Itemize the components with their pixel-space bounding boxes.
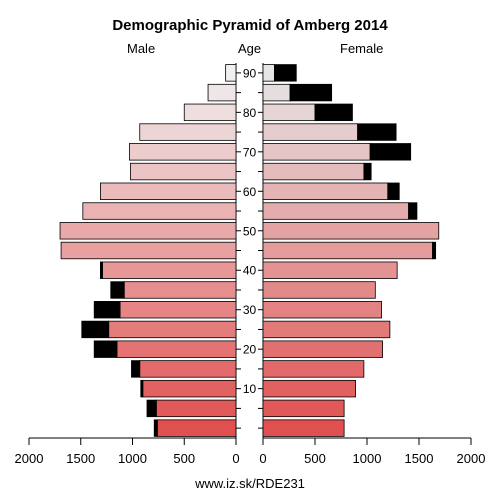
male-bar: [128, 143, 237, 161]
male-bar: [60, 241, 237, 260]
male-surplus-bar: [110, 281, 125, 299]
male-bar: [130, 162, 237, 181]
female-surplus-bar: [363, 162, 372, 181]
age-tick-label: 30: [243, 303, 257, 317]
female-surplus-bar: [408, 202, 418, 220]
female-surplus-bar: [314, 103, 353, 122]
female-bar: [262, 360, 365, 378]
male-bar: [119, 301, 237, 319]
male-x-tick-label: 2000: [15, 451, 44, 466]
female-surplus-bar: [274, 64, 297, 82]
female-bar: [262, 340, 383, 358]
female-bar: [262, 281, 376, 299]
male-surplus-bar: [81, 320, 110, 339]
male-surplus-bar: [131, 360, 141, 378]
male-surplus-bar: [140, 379, 144, 398]
female-bar: [262, 379, 356, 398]
female-surplus-bar: [387, 182, 400, 200]
female-surplus-bar: [432, 241, 437, 260]
age-tick-label: 50: [243, 224, 257, 238]
male-x-tick-label: 1500: [66, 451, 95, 466]
age-tick-label: 60: [243, 185, 257, 199]
female-bar: [262, 143, 371, 161]
age-tick-label: 10: [243, 382, 257, 396]
female-x-tick-label: 0: [259, 451, 266, 466]
male-x-tick-label: 500: [173, 451, 195, 466]
age-tick-label: 70: [243, 145, 257, 159]
male-bar: [100, 182, 237, 200]
female-x-tick-label: 2000: [457, 451, 486, 466]
male-bar: [82, 202, 237, 220]
male-bar: [207, 83, 237, 102]
source-footer: www.iz.sk/RDE231: [195, 476, 305, 491]
female-bar: [262, 123, 359, 141]
male-bar: [102, 261, 237, 279]
female-bar: [262, 83, 291, 102]
female-bar: [262, 241, 433, 260]
female-bar: [262, 419, 345, 437]
male-bar: [142, 379, 237, 398]
female-x-tick-label: 1000: [353, 451, 382, 466]
female-bar: [262, 202, 410, 220]
female-x-tick-label: 1500: [405, 451, 434, 466]
male-bar: [108, 320, 237, 339]
female-bar: [262, 261, 398, 279]
female-surplus-bar: [369, 143, 412, 161]
female-bar: [262, 64, 275, 82]
female-surplus-bar: [357, 123, 397, 141]
female-bar: [262, 320, 391, 339]
age-tick-label: 40: [243, 264, 257, 278]
age-tick-label: 90: [243, 66, 257, 80]
chart-title: Demographic Pyramid of Amberg 2014: [112, 17, 388, 34]
male-bar: [139, 123, 237, 141]
male-bar: [59, 222, 237, 240]
age-tick-label: 20: [243, 343, 257, 357]
male-bar: [155, 399, 237, 418]
male-bar: [123, 281, 237, 299]
male-bar: [139, 360, 237, 378]
male-surplus-bar: [100, 261, 103, 279]
female-bar: [262, 399, 345, 418]
female-bar: [262, 182, 389, 200]
female-x-tick-label: 500: [304, 451, 326, 466]
male-surplus-bar: [146, 399, 157, 418]
male-surplus-bar: [153, 419, 158, 437]
female-header: Female: [340, 41, 384, 56]
male-bar: [225, 64, 237, 82]
male-x-tick-label: 1000: [118, 451, 147, 466]
male-surplus-bar: [93, 301, 121, 319]
female-bar: [262, 103, 316, 122]
male-x-tick-label: 0: [232, 451, 239, 466]
female-bar: [262, 222, 440, 240]
male-bar: [183, 103, 237, 122]
male-bar: [116, 340, 237, 358]
female-surplus-bar: [289, 83, 333, 102]
male-header: Male: [127, 41, 156, 56]
female-bar: [262, 301, 382, 319]
male-bar: [156, 419, 237, 437]
age-tick-label: 80: [243, 106, 257, 120]
female-bar: [262, 162, 365, 181]
male-surplus-bar: [93, 340, 118, 358]
age-header: Age: [238, 41, 262, 56]
